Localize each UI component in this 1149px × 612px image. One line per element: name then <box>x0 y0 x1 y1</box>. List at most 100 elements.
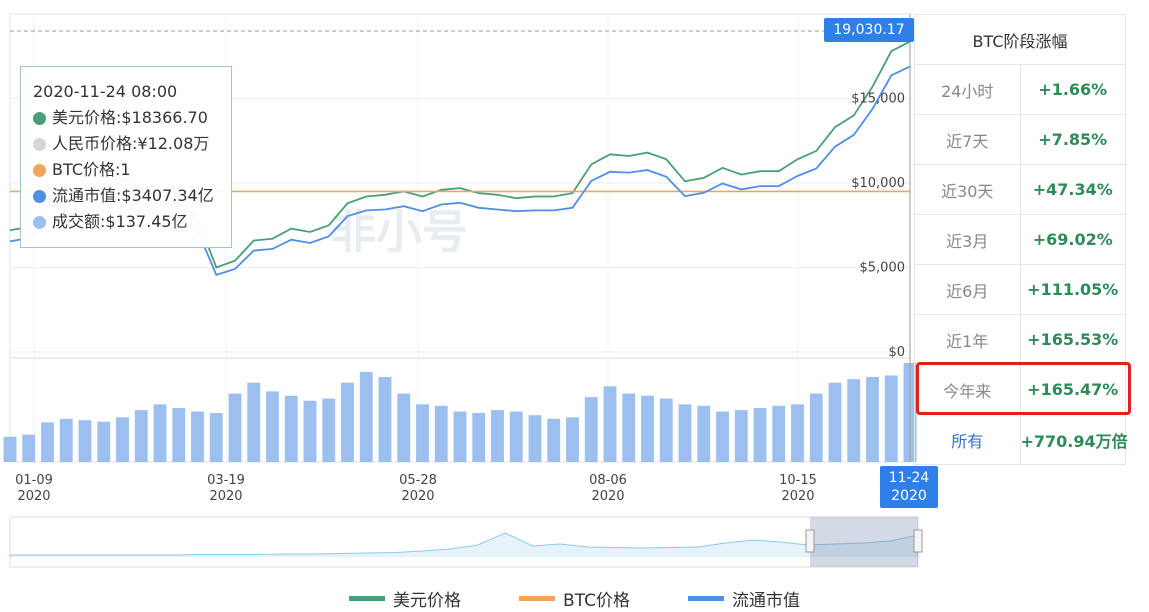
legend-label: 流通市值 <box>731 590 800 611</box>
volume-bar <box>172 407 186 462</box>
stage-row-6m[interactable]: 近6月 +111.05% <box>914 264 1126 315</box>
x-tick-date: 08-06 <box>589 473 627 488</box>
volume-bar <box>791 404 804 462</box>
volume-bar <box>434 405 448 462</box>
volume-bar <box>528 415 542 462</box>
ytd-highlight-box <box>916 362 1131 415</box>
legend-item[interactable]: 流通市值 <box>687 586 800 611</box>
volume-bar <box>134 410 148 462</box>
tooltip-datetime: 2020-11-24 08:00 <box>33 82 178 101</box>
volume-bar <box>866 376 879 462</box>
volume-bar <box>847 379 861 462</box>
navigator-series <box>9 532 919 557</box>
x-tick-year: 2020 <box>591 489 624 504</box>
tooltip-row-text: 美元价格:$18366.70 <box>52 108 208 127</box>
current-date-flag-date: 11-24 <box>888 470 930 486</box>
x-tick-date: 10-15 <box>779 473 817 488</box>
navigator-handle[interactable] <box>805 529 815 553</box>
volume-bar <box>622 393 636 462</box>
volume-bar <box>678 404 692 462</box>
chart-legend: 美元价格 BTC价格 流通市值 <box>0 586 1149 611</box>
x-tick-date: 05-28 <box>399 473 437 488</box>
stage-label: 近6月 <box>914 264 1021 315</box>
x-tick-date: 03-19 <box>207 473 245 488</box>
series-dot-icon <box>33 163 46 177</box>
volume-bar <box>41 422 54 462</box>
volume-bar <box>359 371 373 462</box>
x-tick-year: 2020 <box>401 489 434 504</box>
stage-row-all[interactable]: 所有 +770.94万倍 <box>914 414 1128 465</box>
volume-bar <box>828 382 842 462</box>
volume-bars <box>3 362 917 462</box>
series-dot-icon <box>33 111 46 125</box>
stage-label: 近7天 <box>914 114 1021 165</box>
x-tick-year: 2020 <box>17 489 50 504</box>
stage-label: 近1年 <box>914 314 1021 365</box>
volume-bar <box>509 411 523 462</box>
current-date-flag-year: 2020 <box>891 488 927 504</box>
volume-bar <box>116 417 129 462</box>
volume-bar <box>209 412 223 462</box>
stage-gain-table: BTC阶段涨幅 24小时 +1.66% 近7天 +7.85% 近30天 +47.34%… <box>914 14 1128 465</box>
legend-item[interactable]: BTC价格 <box>519 586 630 611</box>
watermark-text: 非小号 <box>330 205 468 259</box>
stage-value: +47.34% <box>1019 164 1126 215</box>
legend-swatch <box>519 595 556 601</box>
volume-bar <box>416 404 429 462</box>
stage-row-7d[interactable]: 近7天 +7.85% <box>914 114 1126 165</box>
stage-row-30d[interactable]: 近30天 +47.34% <box>914 164 1126 215</box>
current-date-flag: 11-24 2020 <box>880 466 938 508</box>
stage-value: +1.66% <box>1019 64 1126 115</box>
series-dot-icon <box>33 189 46 203</box>
volume-bar <box>603 386 617 462</box>
tooltip-row: 美元价格:$18366.70 <box>33 105 231 131</box>
legend-item[interactable]: 美元价格 <box>349 586 461 611</box>
volume-bar <box>697 405 711 462</box>
stage-row-24h[interactable]: 24小时 +1.66% <box>914 64 1126 115</box>
volume-bar <box>472 412 486 462</box>
volume-bar <box>716 411 729 462</box>
volume-bar <box>809 393 823 462</box>
volume-bar <box>753 407 767 462</box>
navigator-selection[interactable] <box>810 517 918 567</box>
y-tick-label: $5,000 <box>860 261 906 276</box>
stage-label: 近3月 <box>914 214 1021 265</box>
chart-tooltip: 2020-11-24 08:00 美元价格:$18366.70 人民币价格:¥12… <box>20 66 232 248</box>
navigator-handle[interactable] <box>913 529 923 553</box>
volume-bar <box>228 393 242 462</box>
stage-row-1y[interactable]: 近1年 +165.53% <box>914 314 1126 365</box>
y-tick-label: $0 <box>888 345 905 360</box>
volume-bar <box>191 411 204 462</box>
volume-bar <box>153 404 167 462</box>
volume-bar <box>341 382 354 462</box>
volume-bar <box>659 398 673 462</box>
volume-bar <box>734 410 748 462</box>
y-tick-label: $10,000 <box>851 176 905 191</box>
volume-bar <box>284 395 298 462</box>
stage-label: 所有 <box>914 414 1021 465</box>
legend-swatch <box>687 595 724 601</box>
volume-bar <box>59 418 73 462</box>
x-tick-year: 2020 <box>209 489 242 504</box>
volume-bar <box>266 391 279 462</box>
volume-bar <box>584 397 598 462</box>
stage-row-3m[interactable]: 近3月 +69.02% <box>914 214 1126 265</box>
tooltip-row-text: 流通市值:$3407.34亿 <box>52 186 214 205</box>
volume-bar <box>247 382 261 462</box>
stage-value: +165.53% <box>1019 314 1126 365</box>
tooltip-row: 成交额:$137.45亿 <box>33 209 231 235</box>
navigator <box>9 516 923 568</box>
volume-bar <box>322 398 336 462</box>
stage-value: +111.05% <box>1019 264 1126 315</box>
current-price-flag: 19,030.17 <box>824 18 914 42</box>
y-tick-label: $15,000 <box>851 92 905 107</box>
x-axis-ticks: 01-09202003-19202005-28202008-06202010-1… <box>15 473 817 504</box>
legend-swatch <box>349 595 386 601</box>
y-axis-ticks: $0 $5,000 $10,000 $15,000 <box>851 92 905 361</box>
volume-bar <box>491 410 504 462</box>
volume-bar <box>3 436 17 462</box>
volume-bar <box>303 400 317 462</box>
tooltip-row: 人民币价格:¥12.08万 <box>33 131 231 157</box>
volume-bar <box>884 375 898 462</box>
